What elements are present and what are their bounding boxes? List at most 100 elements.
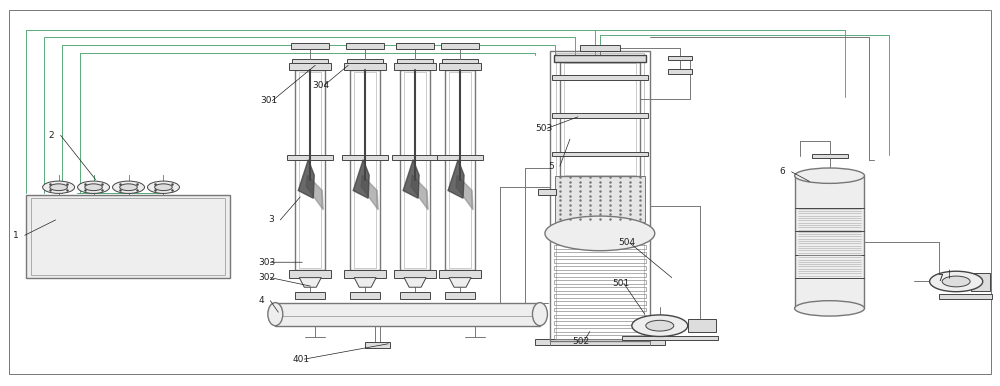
- Ellipse shape: [795, 301, 864, 316]
- Ellipse shape: [795, 168, 864, 183]
- Bar: [971, 273, 990, 291]
- Bar: [554, 287, 646, 291]
- Polygon shape: [299, 278, 321, 287]
- Bar: [556, 52, 644, 339]
- Bar: [292, 59, 328, 63]
- Bar: [668, 69, 692, 74]
- Circle shape: [78, 181, 110, 193]
- Bar: [552, 75, 648, 80]
- Bar: [795, 176, 864, 308]
- Bar: [554, 266, 646, 270]
- Bar: [552, 113, 648, 118]
- Text: 4: 4: [258, 296, 264, 305]
- Text: 504: 504: [618, 239, 635, 247]
- Bar: [295, 292, 325, 299]
- Circle shape: [930, 271, 983, 292]
- Text: 301: 301: [260, 96, 278, 105]
- Bar: [554, 259, 646, 263]
- Bar: [394, 63, 436, 70]
- Text: 501: 501: [612, 279, 629, 288]
- Bar: [350, 70, 380, 270]
- Bar: [554, 273, 646, 277]
- Polygon shape: [353, 160, 369, 198]
- Polygon shape: [404, 278, 426, 287]
- Bar: [289, 63, 331, 70]
- Circle shape: [942, 276, 970, 287]
- Text: 502: 502: [572, 337, 589, 345]
- Text: 401: 401: [292, 355, 309, 364]
- Bar: [26, 195, 230, 278]
- Bar: [564, 63, 636, 174]
- Bar: [554, 280, 646, 284]
- Bar: [437, 154, 483, 160]
- Bar: [554, 335, 646, 339]
- Bar: [347, 59, 383, 63]
- Bar: [555, 176, 645, 222]
- Bar: [31, 198, 225, 274]
- Bar: [400, 292, 430, 299]
- Bar: [439, 270, 481, 278]
- Bar: [622, 336, 718, 340]
- Bar: [554, 328, 646, 332]
- Ellipse shape: [532, 303, 547, 326]
- Polygon shape: [403, 160, 419, 198]
- Polygon shape: [411, 175, 428, 210]
- Bar: [554, 294, 646, 298]
- Bar: [295, 70, 325, 270]
- Circle shape: [646, 320, 674, 331]
- Circle shape: [120, 184, 137, 191]
- Bar: [554, 322, 646, 325]
- Bar: [441, 43, 479, 49]
- Bar: [394, 270, 436, 278]
- Polygon shape: [306, 175, 323, 210]
- Bar: [554, 315, 646, 318]
- Bar: [275, 303, 540, 326]
- Bar: [350, 292, 380, 299]
- Circle shape: [632, 315, 688, 337]
- Bar: [365, 342, 390, 348]
- Bar: [291, 43, 329, 49]
- Bar: [688, 319, 716, 332]
- Ellipse shape: [545, 216, 655, 251]
- Bar: [580, 45, 620, 51]
- Bar: [289, 270, 331, 278]
- Bar: [344, 270, 386, 278]
- Circle shape: [50, 184, 67, 191]
- Text: 503: 503: [535, 124, 552, 133]
- Bar: [354, 72, 376, 268]
- Polygon shape: [456, 175, 473, 210]
- Bar: [400, 70, 430, 270]
- Text: 2: 2: [49, 131, 54, 140]
- Bar: [554, 245, 646, 249]
- Text: 3: 3: [268, 215, 274, 224]
- Polygon shape: [361, 175, 378, 210]
- Bar: [554, 252, 646, 256]
- Bar: [439, 63, 481, 70]
- Bar: [445, 70, 475, 270]
- Circle shape: [155, 184, 172, 191]
- Circle shape: [147, 181, 179, 193]
- Bar: [550, 51, 650, 341]
- Bar: [397, 59, 433, 63]
- Bar: [939, 294, 992, 299]
- Bar: [554, 55, 646, 62]
- Circle shape: [113, 181, 144, 193]
- Text: 303: 303: [258, 258, 276, 267]
- Bar: [346, 43, 384, 49]
- Bar: [554, 239, 646, 242]
- Bar: [287, 154, 333, 160]
- Text: 5: 5: [548, 162, 554, 171]
- Bar: [404, 72, 426, 268]
- Circle shape: [43, 181, 75, 193]
- Bar: [342, 154, 388, 160]
- Text: 7: 7: [937, 274, 943, 283]
- Text: 6: 6: [780, 168, 785, 176]
- Bar: [812, 154, 848, 158]
- Bar: [442, 59, 478, 63]
- Bar: [299, 72, 321, 268]
- Bar: [554, 301, 646, 305]
- Bar: [554, 308, 646, 312]
- Bar: [552, 152, 648, 156]
- Bar: [449, 72, 471, 268]
- Text: 304: 304: [312, 81, 329, 90]
